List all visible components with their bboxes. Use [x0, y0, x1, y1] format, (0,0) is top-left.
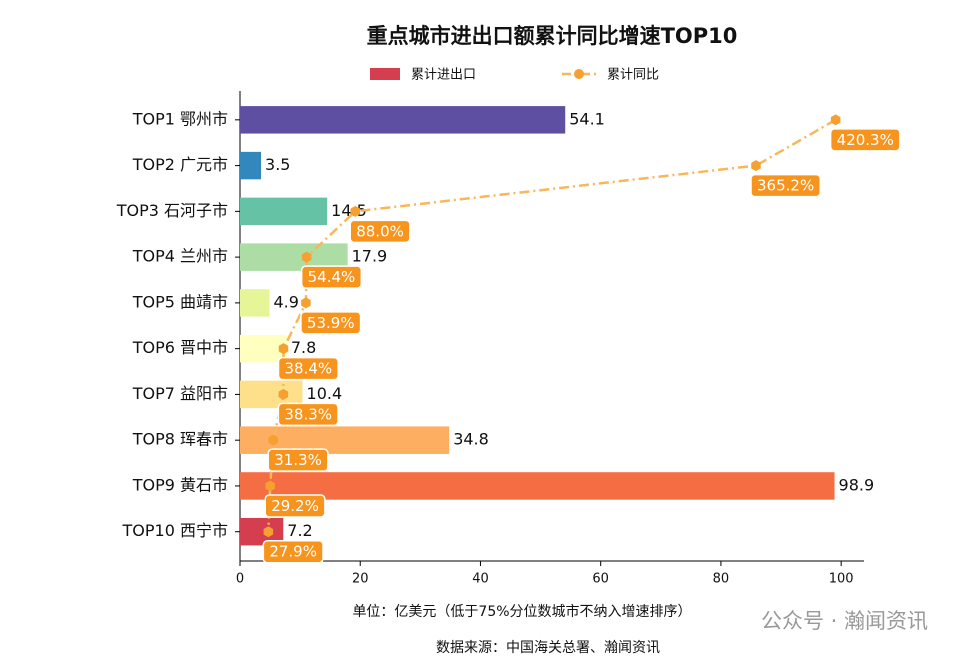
line-marker [301, 251, 312, 263]
line-marker [830, 114, 841, 126]
value-label: 29.2% [271, 497, 319, 515]
y-tick-label: TOP6 晋中市 [132, 338, 228, 357]
value-label: 38.4% [285, 360, 333, 378]
y-tick-label: TOP7 益阳市 [132, 384, 228, 403]
legend-label: 累计进出口 [411, 68, 476, 83]
line-marker [265, 480, 275, 492]
y-tick-label: TOP2 广元市 [132, 155, 228, 174]
line-marker [263, 526, 274, 538]
x-tick-label: 60 [592, 572, 609, 587]
value-label-box [267, 448, 329, 472]
x-tick-label: 80 [713, 572, 730, 587]
value-label-box [300, 311, 362, 335]
line-marker [301, 297, 311, 309]
bar-value-label: 34.8 [453, 430, 489, 449]
value-label-box [349, 219, 411, 244]
legend-label: 累计同比 [607, 68, 659, 83]
value-label-box [277, 402, 339, 427]
bar-value-label: 98.9 [839, 475, 875, 494]
line-marker [350, 205, 360, 217]
bar-value-label: 54.1 [569, 109, 605, 128]
y-tick-label: TOP8 珲春市 [132, 430, 228, 449]
value-label-box [262, 539, 324, 564]
bar-value-label: 17.9 [352, 247, 388, 266]
watermark: 公众号 · 瀚闻资讯 [761, 609, 928, 633]
y-tick-label: TOP3 石河子市 [116, 201, 228, 220]
value-label-box [829, 128, 901, 152]
bar-value-label: 3.5 [265, 155, 290, 174]
y-tick-label: TOP10 西宁市 [122, 521, 228, 540]
value-label-box [264, 494, 326, 518]
x-tick-label: 20 [352, 572, 369, 587]
value-label: 54.4% [308, 268, 356, 286]
y-tick-label: TOP9 黄石市 [132, 475, 228, 494]
line-marker [278, 343, 289, 355]
x-axis-label: 单位：亿美元（低于75%分位数城市不纳入增速排序） [352, 603, 691, 620]
bar-value-label: 4.9 [273, 292, 298, 311]
value-label: 38.3% [284, 405, 332, 423]
value-label: 27.9% [269, 543, 317, 561]
x-tick-label: 100 [829, 572, 854, 587]
value-label: 420.3% [837, 131, 894, 149]
bar [240, 106, 566, 134]
bar [240, 472, 835, 500]
bar [240, 289, 270, 317]
value-label: 365.2% [757, 177, 814, 195]
value-label-box [750, 173, 821, 198]
line-marker [278, 388, 289, 400]
y-tick-label: TOP5 曲靖市 [132, 292, 228, 311]
bar [240, 197, 328, 226]
value-label: 31.3% [274, 451, 322, 469]
line-marker [268, 434, 279, 446]
y-tick-label: TOP4 兰州市 [132, 247, 228, 266]
value-label-box [300, 265, 363, 289]
bar-value-label: 7.2 [287, 521, 312, 540]
bar-value-label: 10.4 [307, 384, 343, 403]
bar-value-label: 7.8 [291, 338, 316, 357]
x-tick-label: 40 [472, 572, 489, 587]
legend-swatch [370, 68, 400, 80]
chart-title: 重点城市进出口额累计同比增速TOP10 [367, 24, 738, 48]
value-label: 88.0% [356, 222, 404, 240]
value-label-box [277, 356, 339, 381]
line-marker [751, 160, 761, 172]
source: 数据来源：中国海关总署、瀚闻资讯 [436, 640, 660, 656]
y-tick-label: TOP1 鄂州市 [132, 109, 228, 128]
x-tick-label: 0 [236, 572, 244, 587]
legend-marker [574, 69, 584, 79]
value-label: 53.9% [307, 314, 355, 332]
bar [240, 151, 262, 180]
